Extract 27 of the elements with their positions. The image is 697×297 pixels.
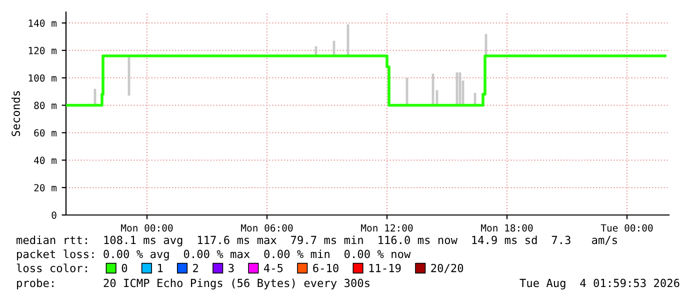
legend-label: 4-5: [264, 264, 283, 272]
y-tick-label: 100 m: [28, 74, 57, 82]
x-tick-label: Mon 00:00: [121, 224, 173, 232]
y-tick-label: 140 m: [28, 19, 57, 27]
legend-label: 2: [193, 264, 198, 272]
legend-label: 11-19: [369, 264, 401, 272]
y-axis-title: Seconds: [11, 91, 20, 136]
text: probe: 20 ICMP Echo Pings (56 Bytes) every 300s: [17, 278, 370, 290]
legend-label: 6-10: [313, 264, 338, 272]
y-tick-label: 20 m: [34, 184, 57, 192]
legend-label: 3: [228, 264, 234, 272]
y-tick-label: 120 m: [28, 46, 57, 54]
text: Tue Aug 4 01:59:53 2026: [520, 278, 680, 290]
legend-label: 0: [122, 264, 128, 272]
x-tick-label: Mon 06:00: [241, 224, 293, 232]
x-tick-label: Mon 18:00: [481, 224, 533, 232]
legend-label: 1: [158, 264, 163, 272]
x-tick-label: Mon 12:00: [361, 224, 413, 232]
text: median rtt: 108.1 ms avg 117.6 ms max 79.7 ms min 116.0 ms now 14.9 ms sd 7.3 am/s: [16, 236, 617, 246]
y-tick-label: 60 m: [34, 129, 57, 137]
text: packet loss: 0.00 % avg 0.00 % max 0.00 % min 0.00 % now: [17, 250, 411, 260]
y-tick-label: 80 m: [34, 102, 57, 110]
x-tick-label: Tue 00:00: [600, 224, 653, 232]
legend-title: loss color:: [16, 264, 87, 272]
y-tick-label: 0: [52, 212, 56, 219]
y-tick-label: 40 m: [34, 156, 57, 164]
legend-label: 20/20: [431, 264, 464, 274]
